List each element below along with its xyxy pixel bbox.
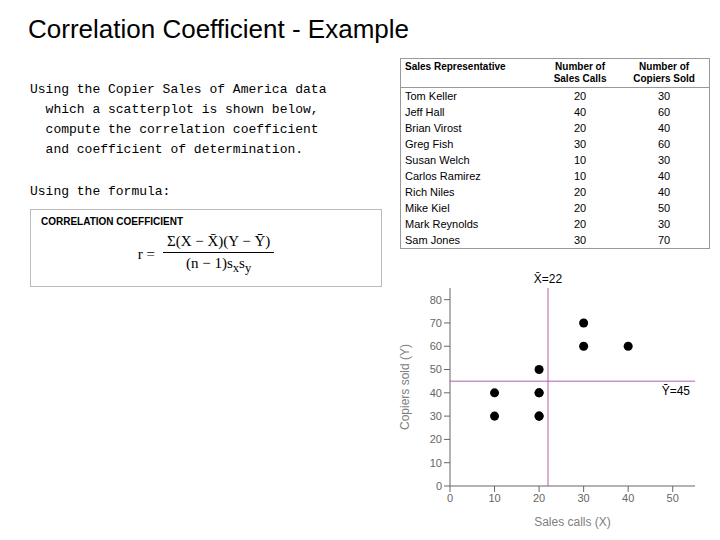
html-text:20: 20 <box>573 90 587 102</box>
html-text:Mike Kiel: Mike Kiel <box>405 202 450 214</box>
html-text:Correlation Coefficient - Exam: Correlation Coefficient - Example <box>28 14 409 44</box>
html-text:30: 30 <box>658 154 671 166</box>
svg-text:40: 40 <box>430 387 442 399</box>
html-text:40: 40 <box>658 122 671 134</box>
html-text:r =: r = <box>137 246 155 262</box>
html-text:10: 10 <box>573 170 587 182</box>
html-text:20: 20 <box>573 218 587 230</box>
svg-text:50: 50 <box>667 492 679 504</box>
html-text:70: 70 <box>658 234 671 246</box>
svg-text:60: 60 <box>430 340 442 352</box>
html-text:Using the formula:: Using the formula: <box>30 184 171 199</box>
svg-text:Sales calls (X): Sales calls (X) <box>534 515 611 529</box>
html-text:Tom Keller: Tom Keller <box>405 90 457 102</box>
svg-text:X̄=22: X̄=22 <box>534 272 563 286</box>
svg-text:20: 20 <box>533 492 545 504</box>
html-text:60: 60 <box>658 138 671 150</box>
html-text:Sam Jones: Sam Jones <box>405 234 460 246</box>
html-text:compute the correlation coeffi: compute the correlation coefficient <box>30 122 319 137</box>
html-text:Carlos Ramirez: Carlos Ramirez <box>405 170 481 182</box>
html-text:60: 60 <box>658 106 671 118</box>
html-text:and coefficient of determinati: and coefficient of determination. <box>30 142 303 157</box>
html-text:10: 10 <box>573 154 587 166</box>
html-text:Σ(X − X̄)(Y − Ȳ): Σ(X − X̄)(Y − Ȳ) <box>166 233 271 249</box>
html-text:30: 30 <box>658 218 671 230</box>
html-text:Sales Representative: Sales Representative <box>405 61 506 72</box>
svg-text:20: 20 <box>430 433 442 445</box>
html-text:40: 40 <box>573 106 587 118</box>
html-text:Brian Virost: Brian Virost <box>405 122 462 134</box>
svg-text:80: 80 <box>430 294 442 306</box>
html-text:Mark Reynolds: Mark Reynolds <box>405 218 479 230</box>
html-text:Rich Niles: Rich Niles <box>405 186 455 198</box>
svg-text:Copiers sold (Y): Copiers sold (Y) <box>398 344 412 430</box>
svg-text:40: 40 <box>622 492 634 504</box>
html-text:30: 30 <box>573 138 587 150</box>
svg-text:Ȳ=45: Ȳ=45 <box>662 384 691 398</box>
html-text:Copiers Sold: Copiers Sold <box>633 73 695 84</box>
html-text:50: 50 <box>658 202 671 214</box>
html-text:40: 40 <box>658 186 671 198</box>
html-text:Greg Fish: Greg Fish <box>405 138 454 150</box>
html-text:Number of: Number of <box>639 61 690 72</box>
html-text:Sales Calls: Sales Calls <box>553 73 607 84</box>
html-text:Susan Welch: Susan Welch <box>405 154 470 166</box>
svg-text:10: 10 <box>430 457 442 469</box>
html-text:Number of: Number of <box>555 61 605 72</box>
html-text:Jeff Hall: Jeff Hall <box>405 106 445 118</box>
html-text:which a scatterplot is shown b: which a scatterplot is shown below, <box>30 102 319 117</box>
svg-text:70: 70 <box>430 317 442 329</box>
html-text:30: 30 <box>658 90 671 102</box>
svg-text:0: 0 <box>447 492 453 504</box>
html-text:20: 20 <box>573 186 587 198</box>
svg-text:10: 10 <box>488 492 500 504</box>
html-text:20: 20 <box>573 202 587 214</box>
html-text:(n − 1)sxsy: (n − 1)sxsy <box>186 255 252 275</box>
svg-text:30: 30 <box>430 410 442 422</box>
html-text:20: 20 <box>573 122 587 134</box>
html-text:Using the Copier Sales of Amer: Using the Copier Sales of America data <box>30 82 327 97</box>
svg-text:30: 30 <box>578 492 590 504</box>
svg-text:0: 0 <box>436 480 442 492</box>
html-text:40: 40 <box>658 170 671 182</box>
svg-text:50: 50 <box>430 363 442 375</box>
html-text:30: 30 <box>573 234 587 246</box>
html-text:CORRELATION COEFFICIENT: CORRELATION COEFFICIENT <box>41 216 183 227</box>
